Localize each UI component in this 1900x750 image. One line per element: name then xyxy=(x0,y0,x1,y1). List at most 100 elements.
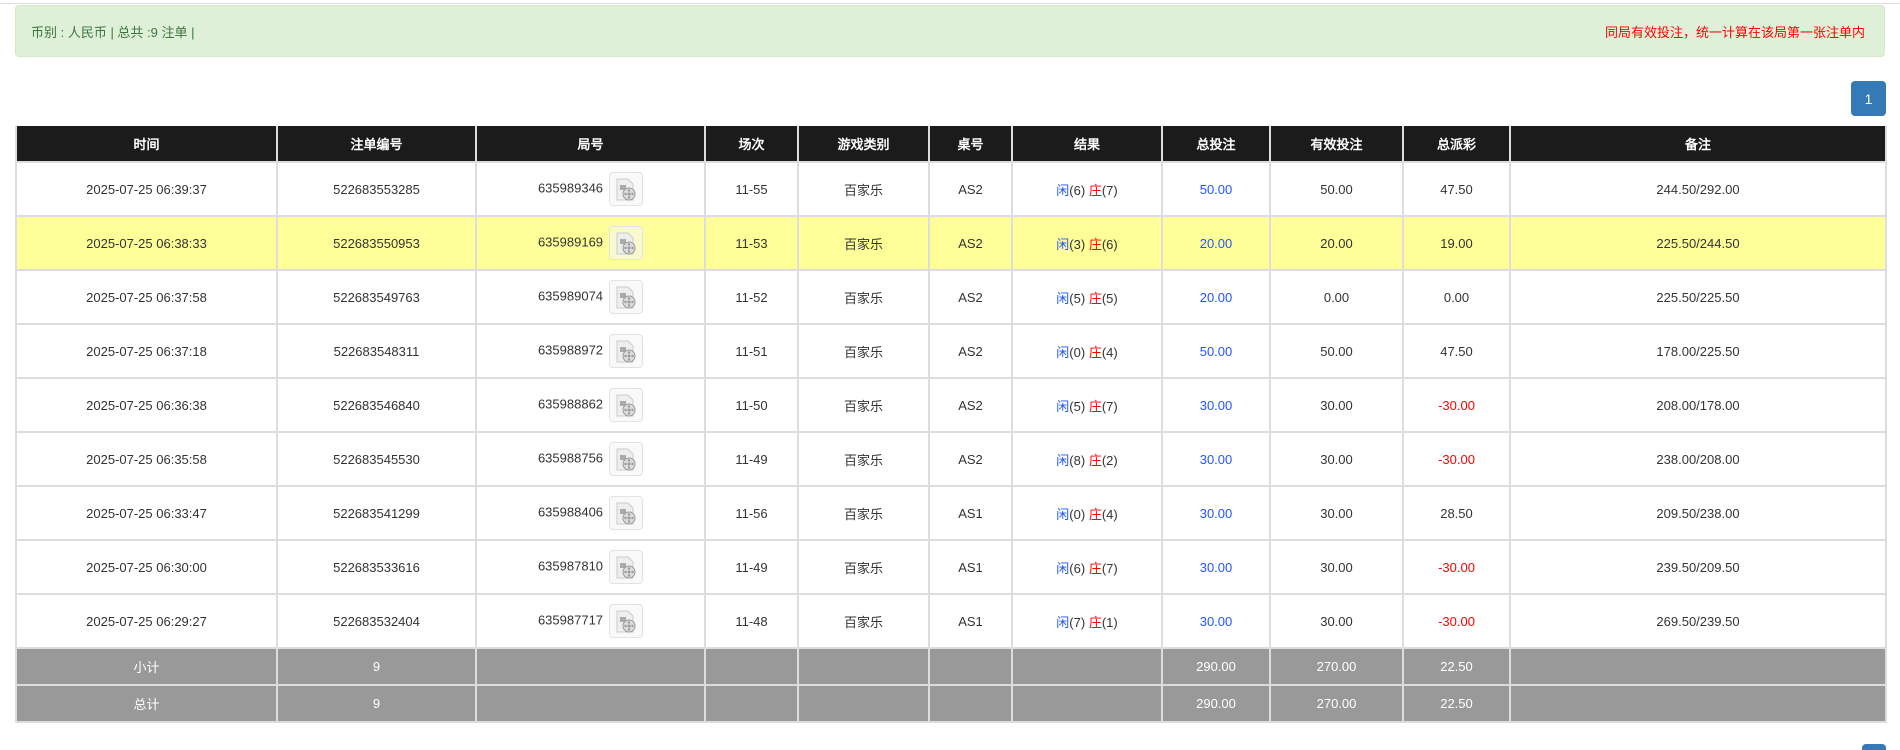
cell-payout: -30.00 xyxy=(1402,539,1511,595)
video-replay-icon[interactable] xyxy=(609,442,644,476)
video-replay-icon[interactable] xyxy=(609,334,644,368)
banker-score: (4) xyxy=(1101,506,1118,522)
cell-total-bet: 50.00 xyxy=(1161,161,1271,217)
cell-bet-no: 522683549763 xyxy=(276,269,477,325)
cell-bet-no: 522683550953 xyxy=(276,215,477,271)
player-label: 闲 xyxy=(1056,452,1070,468)
cell-shoe: 11-49 xyxy=(704,431,799,487)
cell-round: 635988756 xyxy=(475,431,706,487)
cell-note: 244.50/292.00 xyxy=(1509,161,1887,217)
cell-payout: 47.50 xyxy=(1402,161,1511,217)
cell-total-bet: 30.00 xyxy=(1161,539,1271,595)
player-label: 闲 xyxy=(1056,560,1070,576)
cell-total-bet: 20.00 xyxy=(1161,269,1271,325)
cell-valid-bet: 30.00 xyxy=(1269,485,1404,541)
cell-table-no: AS1 xyxy=(928,539,1013,595)
cell-round: 635989169 xyxy=(475,215,706,271)
page-1-button[interactable]: 1 xyxy=(1851,81,1886,116)
cell-valid-bet: 30.00 xyxy=(1269,377,1404,433)
video-replay-icon[interactable] xyxy=(609,226,644,260)
cell-game-type: 百家乐 xyxy=(797,593,930,649)
video-replay-icon[interactable] xyxy=(609,496,644,530)
cell-shoe: 11-56 xyxy=(704,485,799,541)
cell-note: 209.50/238.00 xyxy=(1509,485,1887,541)
cell-result: 闲(0) 庄(4) xyxy=(1011,323,1163,379)
player-label: 闲 xyxy=(1056,290,1070,306)
column-header-valid-bet: 有效投注 xyxy=(1269,126,1404,163)
cell-payout: -30.00 xyxy=(1402,377,1511,433)
currency-summary: 币别 : 人民币 | 总共 :9 注单 | xyxy=(31,24,195,40)
column-header-shoe: 场次 xyxy=(704,126,799,163)
player-label: 闲 xyxy=(1056,236,1070,252)
video-replay-icon[interactable] xyxy=(609,550,644,584)
banker-label: 庄 xyxy=(1088,290,1102,306)
round-number: 635988406 xyxy=(537,504,604,520)
banker-label: 庄 xyxy=(1088,452,1102,468)
cell-game-type: 百家乐 xyxy=(797,323,930,379)
banker-label: 庄 xyxy=(1088,614,1102,630)
cell-note: 239.50/209.50 xyxy=(1509,539,1887,595)
player-score: (0) xyxy=(1069,344,1086,360)
cell-valid-bet: 50.00 xyxy=(1269,161,1404,217)
banker-label: 庄 xyxy=(1088,506,1102,522)
summary-label: 总计 xyxy=(15,684,278,723)
summary-count: 9 xyxy=(276,647,477,686)
cell-valid-bet: 30.00 xyxy=(1269,539,1404,595)
banker-score: (1) xyxy=(1101,614,1118,630)
player-score: (6) xyxy=(1069,560,1086,576)
cell-valid-bet: 20.00 xyxy=(1269,215,1404,271)
table-row: 2025-07-25 06:33:47 522683541299 6359884… xyxy=(15,485,1887,541)
cell-bet-no: 522683532404 xyxy=(276,593,477,649)
summary-alert: 币别 : 人民币 | 总共 :9 注单 | 同局有效投注，统一计算在该局第一张注… xyxy=(15,5,1885,57)
column-header-game-type: 游戏类别 xyxy=(797,126,930,163)
cell-payout: -30.00 xyxy=(1402,593,1511,649)
video-replay-icon[interactable] xyxy=(609,388,644,422)
player-score: (3) xyxy=(1069,236,1086,252)
banker-label: 庄 xyxy=(1088,236,1102,252)
subtotal-row: 小计 9 290.00 270.00 22.50 xyxy=(15,647,1887,686)
banker-score: (4) xyxy=(1101,344,1118,360)
player-score: (6) xyxy=(1069,182,1086,198)
cell-time: 2025-07-25 06:29:27 xyxy=(15,593,278,649)
cell-bet-no: 522683553285 xyxy=(276,161,477,217)
cell-game-type: 百家乐 xyxy=(797,161,930,217)
banker-label: 庄 xyxy=(1088,182,1102,198)
cell-shoe: 11-53 xyxy=(704,215,799,271)
banker-label: 庄 xyxy=(1088,398,1102,414)
cell-time: 2025-07-25 06:39:37 xyxy=(15,161,278,217)
cell-round: 635987810 xyxy=(475,539,706,595)
round-number: 635989346 xyxy=(537,180,604,196)
cell-table-no: AS1 xyxy=(928,593,1013,649)
cell-payout: 0.00 xyxy=(1402,269,1511,325)
video-replay-icon[interactable] xyxy=(609,280,644,314)
bottom-pagination-button[interactable] xyxy=(1862,744,1886,750)
video-replay-icon[interactable] xyxy=(609,172,644,206)
cell-valid-bet: 0.00 xyxy=(1269,269,1404,325)
cell-shoe: 11-55 xyxy=(704,161,799,217)
video-replay-icon[interactable] xyxy=(609,604,644,638)
cell-note: 225.50/225.50 xyxy=(1509,269,1887,325)
cell-note: 238.00/208.00 xyxy=(1509,431,1887,487)
column-header-payout: 总派彩 xyxy=(1402,126,1511,163)
cell-note: 178.00/225.50 xyxy=(1509,323,1887,379)
round-number: 635988756 xyxy=(537,450,604,466)
round-number: 635989074 xyxy=(537,288,604,304)
table-row: 2025-07-25 06:39:37 522683553285 6359893… xyxy=(15,161,1887,217)
cell-valid-bet: 50.00 xyxy=(1269,323,1404,379)
table-row: 2025-07-25 06:29:27 522683532404 6359877… xyxy=(15,593,1887,649)
column-header-bet-no: 注单编号 xyxy=(276,126,477,163)
summary-total-bet: 290.00 xyxy=(1161,647,1271,686)
cell-result: 闲(0) 庄(4) xyxy=(1011,485,1163,541)
column-header-result: 结果 xyxy=(1011,126,1163,163)
cell-shoe: 11-50 xyxy=(704,377,799,433)
banker-score: (7) xyxy=(1101,182,1118,198)
grand-total-row: 总计 9 290.00 270.00 22.50 xyxy=(15,684,1887,723)
cell-payout: 28.50 xyxy=(1402,485,1511,541)
cell-table-no: AS2 xyxy=(928,269,1013,325)
cell-note: 269.50/239.50 xyxy=(1509,593,1887,649)
cell-game-type: 百家乐 xyxy=(797,431,930,487)
banker-score: (7) xyxy=(1101,398,1118,414)
cell-result: 闲(6) 庄(7) xyxy=(1011,161,1163,217)
cell-bet-no: 522683533616 xyxy=(276,539,477,595)
cell-shoe: 11-49 xyxy=(704,539,799,595)
